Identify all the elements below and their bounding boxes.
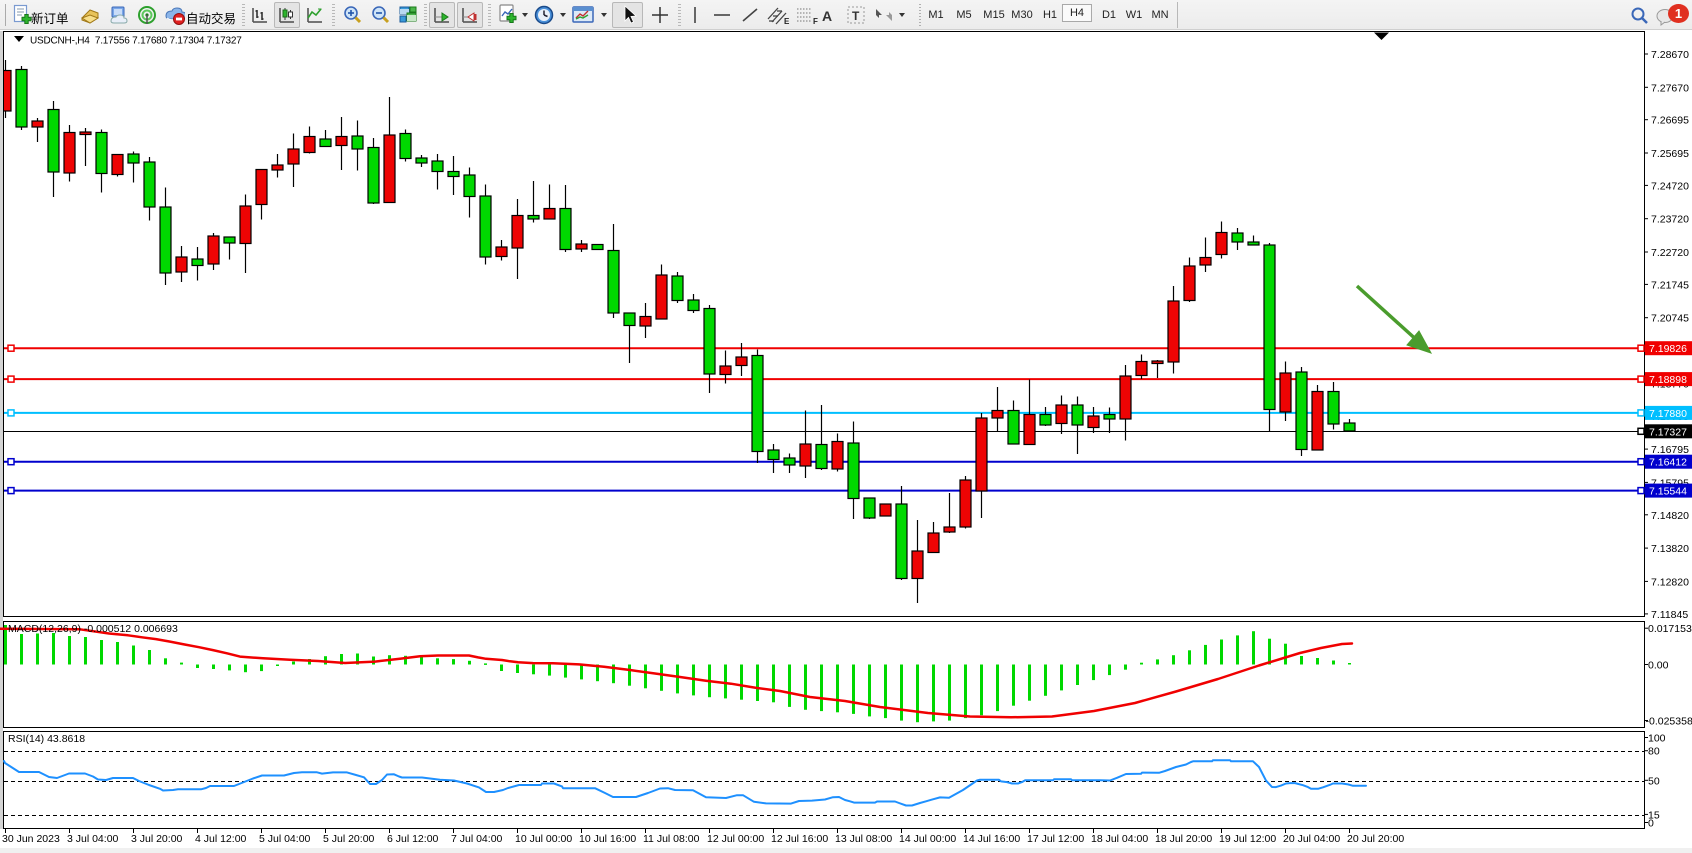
svg-text:3 Jul 20:00: 3 Jul 20:00: [131, 833, 183, 845]
svg-text:F: F: [813, 17, 818, 25]
svg-text:12 Jul 00:00: 12 Jul 00:00: [707, 833, 764, 845]
svg-text:7.18898: 7.18898: [1649, 374, 1687, 386]
svg-text:6 Jul 12:00: 6 Jul 12:00: [387, 833, 439, 845]
svg-text:MACD(12,26,9) -0.000512 0.0066: MACD(12,26,9) -0.000512 0.006693: [8, 623, 178, 635]
svg-text:7.23720: 7.23720: [1651, 214, 1689, 226]
svg-text:7.17327: 7.17327: [1649, 426, 1687, 438]
svg-text:7.26695: 7.26695: [1651, 115, 1689, 127]
svg-text:-0.025358: -0.025358: [1646, 716, 1692, 728]
svg-text:4 Jul 12:00: 4 Jul 12:00: [195, 833, 247, 845]
svg-text:E: E: [784, 17, 790, 25]
svg-text:7.16795: 7.16795: [1651, 444, 1689, 456]
svg-text:10 Jul 00:00: 10 Jul 00:00: [515, 833, 572, 845]
svg-text:14 Jul 00:00: 14 Jul 00:00: [899, 833, 956, 845]
svg-text:18 Jul 04:00: 18 Jul 04:00: [1091, 833, 1148, 845]
svg-text:USDCNH-,H4 7.17556 7.17680 7.: USDCNH-,H4 7.17556 7.17680 7.17304 7.173…: [30, 36, 242, 47]
svg-text:100: 100: [1648, 733, 1666, 745]
svg-text:18 Jul 20:00: 18 Jul 20:00: [1155, 833, 1212, 845]
svg-text:7.20745: 7.20745: [1651, 313, 1689, 325]
svg-text:7.27670: 7.27670: [1651, 82, 1689, 94]
svg-text:7.24720: 7.24720: [1651, 180, 1689, 192]
svg-text:80: 80: [1648, 746, 1660, 758]
svg-text:15: 15: [1648, 809, 1660, 821]
svg-text:10 Jul 16:00: 10 Jul 16:00: [579, 833, 636, 845]
svg-text:7 Jul 04:00: 7 Jul 04:00: [451, 833, 503, 845]
svg-text:20 Jul 04:00: 20 Jul 04:00: [1283, 833, 1340, 845]
svg-text:20 Jul 20:00: 20 Jul 20:00: [1347, 833, 1404, 845]
svg-text:7.25695: 7.25695: [1651, 148, 1689, 160]
svg-text:0.017153: 0.017153: [1648, 623, 1692, 635]
svg-text:7.21745: 7.21745: [1651, 279, 1689, 291]
svg-text:11 Jul 08:00: 11 Jul 08:00: [643, 833, 700, 845]
svg-text:14 Jul 16:00: 14 Jul 16:00: [963, 833, 1020, 845]
svg-text:7.19826: 7.19826: [1649, 343, 1687, 355]
svg-text:19 Jul 12:00: 19 Jul 12:00: [1219, 833, 1276, 845]
svg-text:7.14820: 7.14820: [1651, 510, 1689, 522]
svg-text:3 Jul 04:00: 3 Jul 04:00: [67, 833, 119, 845]
svg-text:17 Jul 12:00: 17 Jul 12:00: [1027, 833, 1084, 845]
svg-text:7.13820: 7.13820: [1651, 543, 1689, 555]
svg-text:7.16412: 7.16412: [1649, 457, 1687, 469]
svg-text:50: 50: [1648, 775, 1660, 787]
svg-text:12 Jul 16:00: 12 Jul 16:00: [771, 833, 828, 845]
svg-text:30 Jun 2023: 30 Jun 2023: [2, 833, 60, 845]
svg-text:7.12820: 7.12820: [1651, 576, 1689, 588]
svg-text:0.00: 0.00: [1648, 660, 1669, 672]
svg-text:7.28670: 7.28670: [1651, 49, 1689, 61]
svg-text:T: T: [852, 9, 860, 23]
svg-text:7.11845: 7.11845: [1651, 609, 1688, 621]
svg-text:RSI(14) 43.8618: RSI(14) 43.8618: [8, 733, 85, 745]
svg-text:13 Jul 08:00: 13 Jul 08:00: [835, 833, 892, 845]
svg-text:7.17880: 7.17880: [1649, 408, 1687, 420]
svg-text:5 Jul 04:00: 5 Jul 04:00: [259, 833, 311, 845]
svg-text:7.22720: 7.22720: [1651, 247, 1689, 259]
svg-text:5 Jul 20:00: 5 Jul 20:00: [323, 833, 375, 845]
svg-text:7.15544: 7.15544: [1649, 486, 1687, 498]
svg-text:0: 0: [1648, 818, 1654, 830]
